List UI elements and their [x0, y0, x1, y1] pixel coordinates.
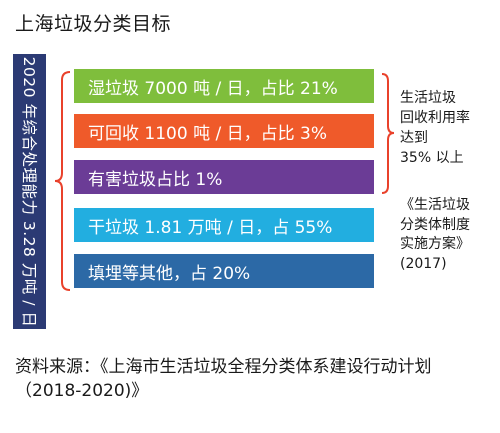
- left-bracket: [54, 71, 71, 291]
- page-title: 上海垃圾分类目标: [15, 13, 172, 35]
- bar-recyclable: 可回收 1100 吨 / 日，占比 3%: [74, 114, 374, 148]
- source-citation: 资料来源：《上海市生活垃圾全程分类体系建设行动计划（2018-2020)》: [15, 357, 432, 401]
- bar-dry-waste: 干垃圾 1.81 万吨 / 日，占 55%: [74, 208, 374, 242]
- total-capacity-text: 2020 年综合处理能力 3.28 万吨 / 日: [19, 56, 38, 327]
- total-capacity-label: 2020 年综合处理能力 3.28 万吨 / 日: [13, 54, 46, 329]
- right-bracket: [381, 73, 395, 194]
- implementation-plan-note: 《生活垃圾 分类体制度 实施方案》 (2017): [400, 197, 470, 272]
- recycling-rate-note: 生活垃圾 回收利用率 达到 35% 以上: [400, 90, 470, 166]
- bar-landfill-other: 填埋等其他，占 20%: [74, 254, 374, 288]
- bar-hazardous-waste: 有害垃圾占比 1%: [74, 160, 374, 194]
- bar-wet-waste: 湿垃圾 7000 吨 / 日，占比 21%: [74, 69, 374, 103]
